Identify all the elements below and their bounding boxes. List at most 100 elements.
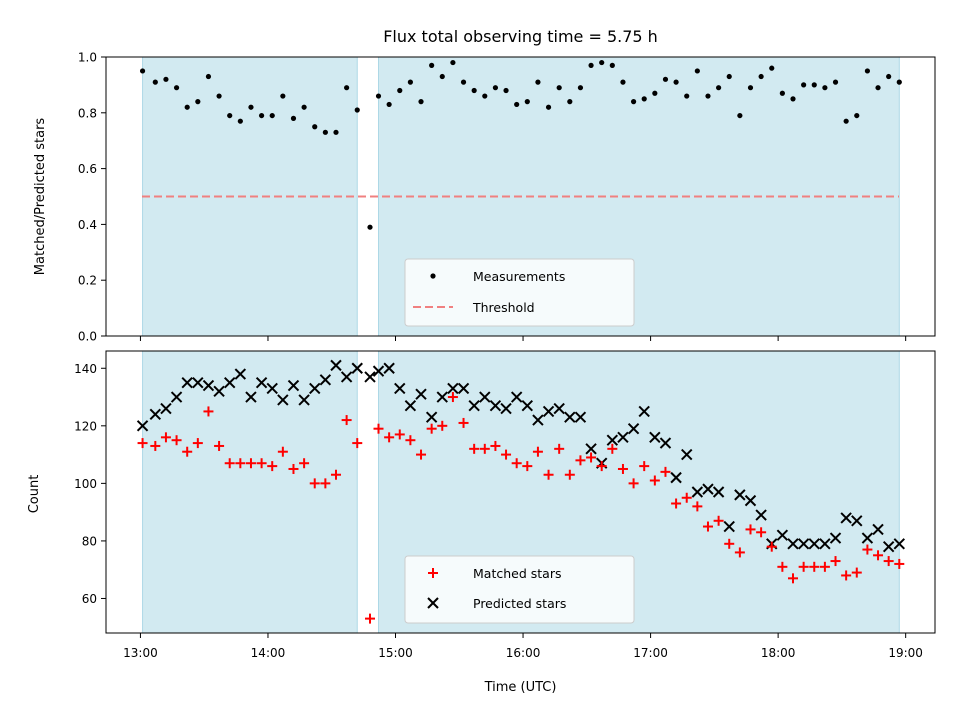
top-legend: Measurements Threshold	[404, 258, 635, 327]
predicted-marker-stroke	[479, 391, 491, 403]
matched-star-point	[267, 461, 278, 472]
measurement-point	[567, 99, 573, 105]
measurement-point	[609, 62, 615, 68]
predicted-star-point	[585, 443, 597, 455]
matched-star-point	[522, 461, 533, 472]
measurement-point	[344, 85, 350, 91]
predicted-marker-stroke	[277, 394, 289, 406]
measurement-point	[269, 112, 275, 119]
top-x-ticks	[139, 336, 907, 341]
predicted-marker-stroke	[723, 520, 735, 533]
predicted-marker-stroke	[500, 402, 512, 415]
matched-star-point	[873, 550, 884, 561]
measurement-point	[312, 124, 318, 130]
predicted-star-point	[617, 431, 629, 444]
measurement-point	[684, 93, 690, 99]
measurement-point	[726, 73, 732, 80]
measurement-point	[139, 68, 146, 74]
measurement-point	[460, 79, 467, 85]
measurement-point	[599, 59, 605, 66]
x-axis: 13:00 14:00 15:00 16:00 17:00 18:00 19:00	[123, 633, 923, 660]
predicted-star-point	[160, 402, 172, 415]
matched-star-point	[469, 443, 480, 454]
matched-star-point	[416, 449, 427, 460]
matched-star-point	[798, 561, 809, 572]
matched-star-point	[671, 498, 682, 509]
predicted-star-point	[447, 382, 459, 395]
predicted-star-point	[298, 394, 310, 406]
measurement-point	[822, 85, 828, 91]
measurement-point	[450, 59, 456, 66]
measurement-point	[152, 79, 158, 85]
predicted-star-point	[149, 408, 162, 421]
matched-star-point	[628, 478, 639, 489]
bottom-y-tick-label: 80	[82, 534, 97, 548]
matched-star-point	[192, 438, 203, 449]
measurement-point	[227, 112, 233, 119]
predicted-star-point	[510, 391, 523, 403]
top-y-tick-label: 0.6	[78, 162, 97, 176]
measurement-point	[620, 79, 626, 85]
matched-star-point	[309, 478, 320, 489]
predicted-star-point	[479, 391, 491, 403]
measurement-point	[195, 99, 201, 105]
predicted-star-point	[181, 376, 193, 389]
predicted-star-point	[606, 434, 619, 446]
predicted-marker-stroke	[542, 405, 555, 418]
matched-star-point	[851, 567, 862, 578]
measurement-point	[641, 96, 647, 102]
predicted-marker-stroke	[340, 371, 353, 383]
predicted-marker-stroke	[744, 494, 757, 507]
matched-star-point	[607, 443, 618, 454]
predicted-star-point	[702, 483, 714, 495]
predicted-star-point	[861, 532, 874, 544]
top-y-axis-label: Matched/Predicted stars	[33, 118, 48, 276]
measurement-point	[875, 85, 881, 91]
predicted-marker-stroke	[245, 391, 257, 403]
predicted-marker-stroke	[234, 368, 247, 380]
predicted-marker-stroke	[829, 532, 842, 544]
predicted-marker-stroke	[224, 376, 236, 389]
bottom-star-points	[136, 359, 905, 624]
predicted-marker-stroke	[436, 391, 448, 403]
predicted-star-point	[872, 523, 884, 536]
bottom-y-tick-label: 60	[82, 592, 97, 606]
bottom-plot-frame	[105, 350, 936, 634]
matched-star-point	[137, 438, 148, 449]
measurement-point	[354, 107, 360, 113]
predicted-star-point	[489, 399, 502, 412]
predicted-marker-stroke	[882, 540, 895, 553]
matched-star-point	[373, 423, 384, 434]
matched-star-point	[150, 440, 161, 451]
bottom-y-axis-label: Count	[27, 475, 42, 514]
x-axis-label: Time (UTC)	[484, 680, 557, 695]
predicted-star-point	[277, 394, 289, 406]
predicted-star-point	[213, 385, 225, 397]
matched-star-point	[841, 570, 852, 581]
matched-star-point	[564, 469, 575, 480]
predicted-marker-stroke	[861, 532, 874, 544]
matched-star-point	[447, 392, 458, 403]
predicted-marker-stroke	[585, 443, 597, 455]
predicted-marker-stroke	[404, 399, 417, 412]
measurement-point	[524, 99, 530, 105]
matched-star-point	[724, 538, 735, 549]
measurement-point	[407, 79, 413, 85]
predicted-star-point	[649, 431, 661, 444]
bottom-legend-box	[404, 555, 635, 624]
matched-star-point	[330, 469, 341, 480]
predicted-marker-stroke	[489, 399, 502, 412]
predicted-star-point	[893, 538, 905, 550]
predicted-star-point	[319, 374, 332, 386]
predicted-marker-stroke	[383, 362, 395, 374]
predicted-marker-stroke	[447, 382, 459, 395]
bottom-shaded-interval-0	[142, 350, 358, 634]
x-tick-label: 15:00	[378, 646, 413, 660]
top-y-tick-label: 1.0	[78, 51, 97, 65]
matched-star-point	[883, 556, 894, 567]
predicted-marker-stroke	[309, 382, 321, 395]
measurement-point	[747, 85, 754, 91]
matched-star-point	[830, 556, 841, 567]
matched-star-point	[490, 440, 501, 451]
